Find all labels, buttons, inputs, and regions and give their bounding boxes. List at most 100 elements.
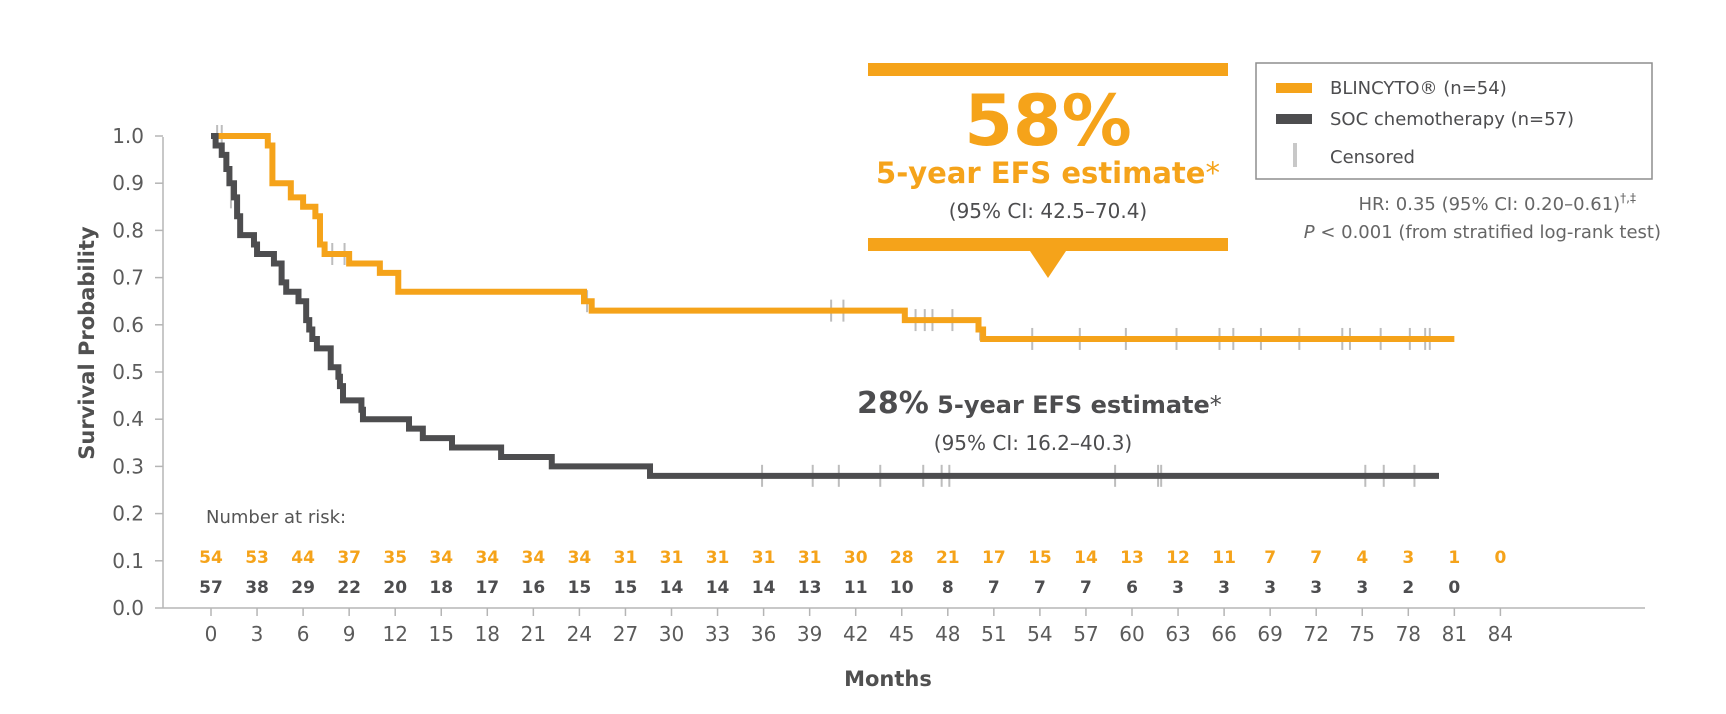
- risk-count-soc: 18: [429, 578, 453, 598]
- x-tick-labels: 0 3 6 9 12 15 18 21 24 27 30 33 36 39 42 45 48 51 54 57 60 63…: [205, 608, 1513, 646]
- legend-label-soc: SOC chemotherapy (n=57): [1330, 109, 1574, 130]
- risk-count-soc: 11: [844, 578, 868, 598]
- x-tick-label: 45: [889, 622, 914, 646]
- x-tick-label: 81: [1442, 622, 1467, 646]
- risk-count-blincyto: 31: [660, 548, 684, 568]
- hazard-ratio: HR: 0.35 (95% CI: 0.20–0.61)†,‡: [1359, 191, 1637, 215]
- x-tick-label: 6: [297, 622, 310, 646]
- series-blincyto: [211, 125, 1455, 350]
- y-tick-label: 0.6: [112, 313, 144, 337]
- y-tick-label: 0.3: [112, 454, 144, 478]
- blincyto-callout: 58% 5-year EFS estimate* (95% CI: 42.5–7…: [868, 63, 1228, 278]
- y-tick-label: 0.0: [112, 596, 144, 620]
- risk-count-blincyto: 44: [291, 548, 315, 568]
- risk-count-blincyto: 0: [1494, 548, 1506, 568]
- risk-count-blincyto: 13: [1120, 548, 1144, 568]
- x-tick-label: 84: [1488, 622, 1513, 646]
- risk-count-soc: 17: [475, 578, 499, 598]
- risk-count-soc: 10: [890, 578, 914, 598]
- risk-count-blincyto: 30: [844, 548, 868, 568]
- y-tick-label: 0.9: [112, 171, 144, 195]
- callout-percent: 58%: [964, 80, 1132, 162]
- risk-count-blincyto: 31: [752, 548, 776, 568]
- x-tick-label: 30: [659, 622, 684, 646]
- risk-count-soc: 57: [199, 578, 223, 598]
- y-tick-label: 0.4: [112, 407, 144, 431]
- risk-count-blincyto: 35: [383, 548, 407, 568]
- x-tick-label: 42: [843, 622, 868, 646]
- risk-count-blincyto: 31: [706, 548, 730, 568]
- x-tick-label: 12: [382, 622, 407, 646]
- risk-count-blincyto: 12: [1166, 548, 1190, 568]
- risk-count-soc: 16: [522, 578, 546, 598]
- risk-count-blincyto: 31: [798, 548, 822, 568]
- x-tick-label: 3: [251, 622, 264, 646]
- p-value: P < 0.001 (from stratified log-rank test…: [1304, 222, 1661, 243]
- risk-count-soc: 14: [660, 578, 684, 598]
- risk-count-blincyto: 34: [475, 548, 499, 568]
- soc-ci: (95% CI: 16.2–40.3): [934, 431, 1132, 455]
- x-tick-label: 75: [1350, 622, 1375, 646]
- risk-count-soc: 20: [383, 578, 407, 598]
- survival-curves: [211, 125, 1455, 487]
- risk-count-soc: 3: [1310, 578, 1322, 598]
- legend: BLINCYTO® (n=54) SOC chemotherapy (n=57)…: [1255, 62, 1653, 180]
- risk-count-soc: 22: [337, 578, 361, 598]
- risk-count-blincyto: 4: [1356, 548, 1368, 568]
- callout-label: 5-year EFS estimate*: [876, 156, 1220, 190]
- risk-count-soc: 15: [568, 578, 592, 598]
- risk-count-soc: 38: [245, 578, 269, 598]
- risk-count-blincyto: 3: [1402, 548, 1414, 568]
- risk-count-blincyto: 17: [982, 548, 1006, 568]
- risk-count-soc: 3: [1264, 578, 1276, 598]
- risk-count-blincyto: 31: [614, 548, 638, 568]
- risk-count-blincyto: 15: [1028, 548, 1052, 568]
- x-tick-label: 51: [981, 622, 1006, 646]
- series-soc: [211, 125, 1439, 487]
- risk-count-blincyto: 37: [337, 548, 361, 568]
- legend-swatch-blincyto: [1276, 83, 1312, 93]
- legend-box: [1255, 62, 1653, 180]
- km-curve-line: [211, 133, 1455, 342]
- risk-count-blincyto: 21: [936, 548, 960, 568]
- x-tick-label: 60: [1119, 622, 1144, 646]
- risk-count-soc: 2: [1402, 578, 1414, 598]
- callout-pointer: [1030, 251, 1066, 278]
- x-axis: 0 3 6 9 12 15 18 21 24 27 30 33 36 39 42 45 48 51 54 57 60 63…: [163, 607, 1645, 646]
- x-tick-label: 69: [1257, 622, 1282, 646]
- risk-count-soc: 8: [942, 578, 954, 598]
- x-axis-title: Months: [844, 667, 932, 691]
- x-tick-label: 0: [205, 622, 218, 646]
- x-tick-label: 9: [343, 622, 356, 646]
- risk-table-label: Number at risk:: [206, 507, 346, 528]
- legend-label-blincyto: BLINCYTO® (n=54): [1330, 78, 1507, 99]
- y-tick-label: 1.0: [112, 124, 144, 148]
- x-tick-label: 63: [1165, 622, 1190, 646]
- risk-count-blincyto: 1: [1448, 548, 1460, 568]
- x-tick-label: 33: [705, 622, 730, 646]
- callout-top-bar: [868, 63, 1228, 76]
- y-tick-label: 0.7: [112, 266, 144, 290]
- risk-count-soc: 14: [706, 578, 730, 598]
- x-tick-label: 72: [1303, 622, 1328, 646]
- risk-count-blincyto: 7: [1310, 548, 1322, 568]
- risk-count-soc: 7: [1080, 578, 1092, 598]
- x-tick-label: 78: [1396, 622, 1421, 646]
- y-tick-labels: 0.0 0.1 0.2 0.3 0.4 0.5 0.6 0.7 0.8 0.9 1.0: [112, 124, 163, 620]
- x-tick-label: 15: [429, 622, 454, 646]
- soc-callout: 28% 5-year EFS estimate* (95% CI: 16.2–4…: [857, 386, 1222, 455]
- soc-label: 28% 5-year EFS estimate*: [857, 386, 1222, 421]
- x-tick-label: 18: [475, 622, 500, 646]
- risk-count-soc: 6: [1126, 578, 1138, 598]
- km-curve-line: [211, 133, 1439, 479]
- risk-count-blincyto: 28: [890, 548, 914, 568]
- y-tick-label: 0.5: [112, 360, 144, 384]
- risk-count-blincyto: 53: [245, 548, 269, 568]
- x-tick-label: 57: [1073, 622, 1098, 646]
- y-tick-label: 0.1: [112, 549, 144, 573]
- risk-row-blincyto: 54 53 44 37 35 34 34 34 34 31 31 31 31 31 30 28 21 17 15 14…: [199, 548, 1506, 568]
- y-axis-title: Survival Probability: [75, 226, 99, 460]
- callout-bottom-bar: [868, 238, 1228, 251]
- risk-count-soc: 14: [752, 578, 776, 598]
